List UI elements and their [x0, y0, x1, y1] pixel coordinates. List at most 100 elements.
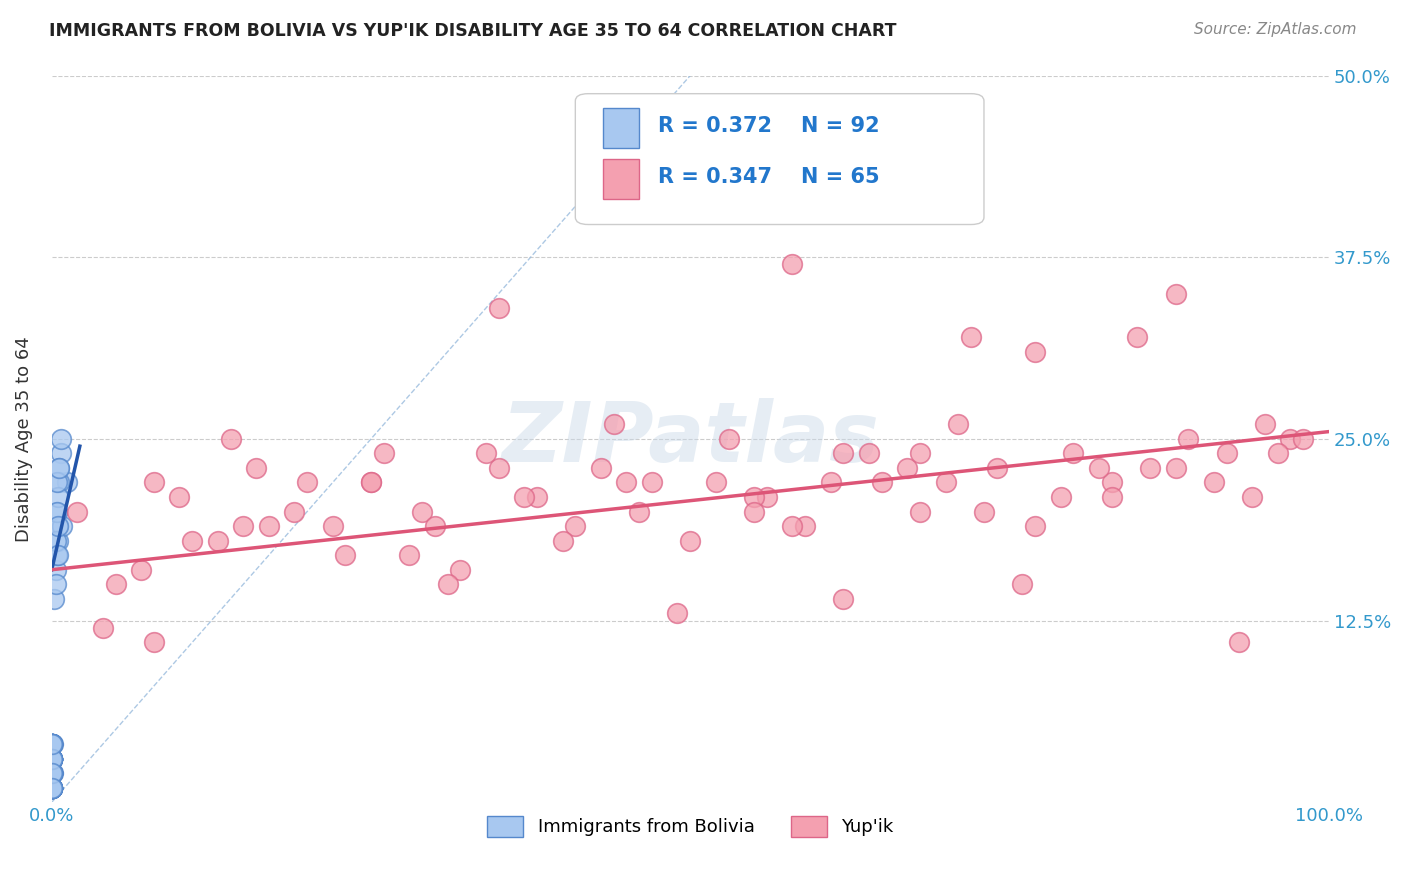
Point [666, 607, 689, 621]
Point [41, 737, 63, 751]
Point [45, 533, 67, 548]
Point [513, 490, 536, 504]
Point [41, 752, 63, 766]
Point [41, 780, 63, 795]
Point [832, 446, 855, 460]
Point [41, 780, 63, 795]
Point [41, 737, 63, 751]
Point [66, 505, 89, 519]
Point [142, 635, 165, 649]
Point [46, 548, 69, 562]
Point [526, 490, 548, 504]
Point [41, 766, 63, 780]
Point [41, 766, 63, 780]
Point [641, 475, 664, 490]
Point [219, 432, 242, 446]
Point [51, 519, 73, 533]
Point [1139, 461, 1161, 475]
Point [41, 766, 63, 780]
Point [360, 475, 382, 490]
Point [45, 475, 67, 490]
Point [41, 752, 63, 766]
Point [41, 737, 63, 751]
Point [45, 548, 67, 562]
Point [782, 257, 804, 271]
Point [616, 475, 638, 490]
Point [322, 519, 344, 533]
Y-axis label: Disability Age 35 to 64: Disability Age 35 to 64 [15, 336, 32, 541]
Point [41, 780, 63, 795]
Point [41, 780, 63, 795]
Point [257, 519, 280, 533]
Point [423, 519, 446, 533]
FancyBboxPatch shape [575, 94, 984, 225]
Point [41, 766, 63, 780]
Point [832, 591, 855, 606]
Point [41, 766, 63, 780]
Point [41, 766, 63, 780]
Point [1215, 446, 1237, 460]
Point [41, 780, 63, 795]
Point [41, 780, 63, 795]
Point [41, 766, 63, 780]
Point [41, 780, 63, 795]
Point [41, 780, 63, 795]
Point [41, 780, 63, 795]
Point [41, 737, 63, 751]
Point [1024, 519, 1046, 533]
Point [960, 330, 983, 344]
Point [782, 519, 804, 533]
Point [46, 519, 69, 533]
Point [41, 766, 63, 780]
Point [589, 461, 612, 475]
Point [41, 766, 63, 780]
FancyBboxPatch shape [603, 108, 640, 148]
Point [1292, 432, 1315, 446]
Point [41, 752, 63, 766]
Point [49, 446, 72, 460]
Point [44, 591, 66, 606]
Point [1062, 446, 1084, 460]
Point [41, 752, 63, 766]
Point [41, 766, 63, 780]
Point [41, 766, 63, 780]
Point [41, 780, 63, 795]
Point [48, 461, 70, 475]
Point [449, 563, 471, 577]
Point [436, 577, 458, 591]
Point [41, 737, 63, 751]
Point [488, 461, 510, 475]
Point [755, 490, 778, 504]
Point [41, 780, 63, 795]
Point [41, 780, 63, 795]
Point [41, 752, 63, 766]
Point [896, 461, 918, 475]
Point [56, 475, 79, 490]
Point [41, 766, 63, 780]
Point [820, 475, 842, 490]
Point [41, 780, 63, 795]
Point [717, 432, 740, 446]
Point [41, 752, 63, 766]
Point [41, 737, 63, 751]
Point [41, 780, 63, 795]
Point [41, 766, 63, 780]
Point [142, 475, 165, 490]
Text: R = 0.347    N = 65: R = 0.347 N = 65 [658, 168, 880, 187]
Legend: Immigrants from Bolivia, Yup'ik: Immigrants from Bolivia, Yup'ik [479, 809, 901, 844]
Point [1088, 461, 1111, 475]
Point [41, 752, 63, 766]
Point [41, 752, 63, 766]
Point [1227, 635, 1250, 649]
Point [41, 752, 63, 766]
Point [935, 475, 957, 490]
Point [41, 766, 63, 780]
Point [41, 766, 63, 780]
Point [411, 505, 433, 519]
Point [41, 737, 63, 751]
Point [41, 752, 63, 766]
Point [870, 475, 893, 490]
Point [335, 548, 357, 562]
Point [1101, 475, 1123, 490]
Point [1177, 432, 1199, 446]
